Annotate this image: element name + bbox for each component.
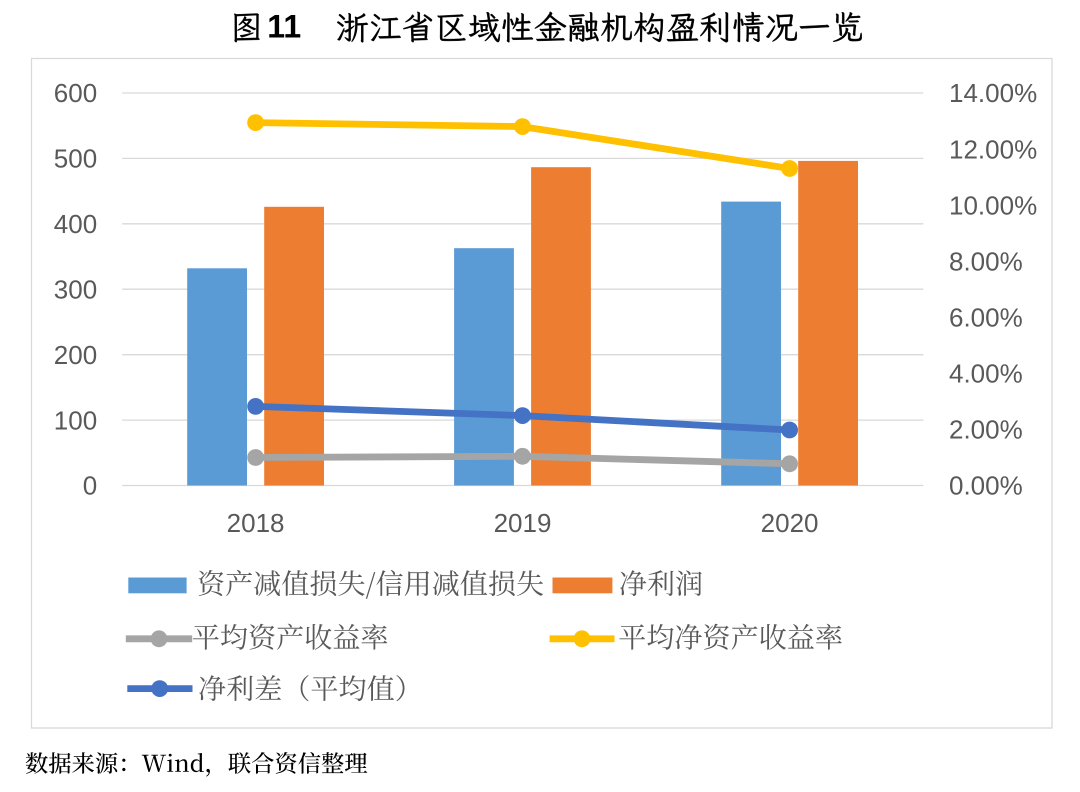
- svg-text:11: 11: [267, 8, 301, 44]
- svg-text:0.00%: 0.00%: [949, 471, 1023, 501]
- svg-text:2.00%: 2.00%: [949, 415, 1023, 445]
- svg-text:0: 0: [83, 471, 97, 501]
- svg-text:10.00%: 10.00%: [949, 190, 1037, 220]
- svg-text:300: 300: [54, 274, 97, 304]
- svg-text:2018: 2018: [227, 508, 285, 538]
- svg-text:500: 500: [54, 144, 97, 174]
- svg-text:8.00%: 8.00%: [949, 246, 1023, 276]
- svg-text:400: 400: [54, 209, 97, 239]
- svg-text:100: 100: [54, 405, 97, 435]
- svg-text:14.00%: 14.00%: [949, 78, 1037, 108]
- svg-text:200: 200: [54, 340, 97, 370]
- svg-text:600: 600: [54, 78, 97, 108]
- svg-text:2019: 2019: [494, 508, 552, 538]
- svg-text:2020: 2020: [761, 508, 819, 538]
- svg-text:12.00%: 12.00%: [949, 134, 1037, 164]
- svg-text:6.00%: 6.00%: [949, 303, 1023, 333]
- svg-text:4.00%: 4.00%: [949, 359, 1023, 389]
